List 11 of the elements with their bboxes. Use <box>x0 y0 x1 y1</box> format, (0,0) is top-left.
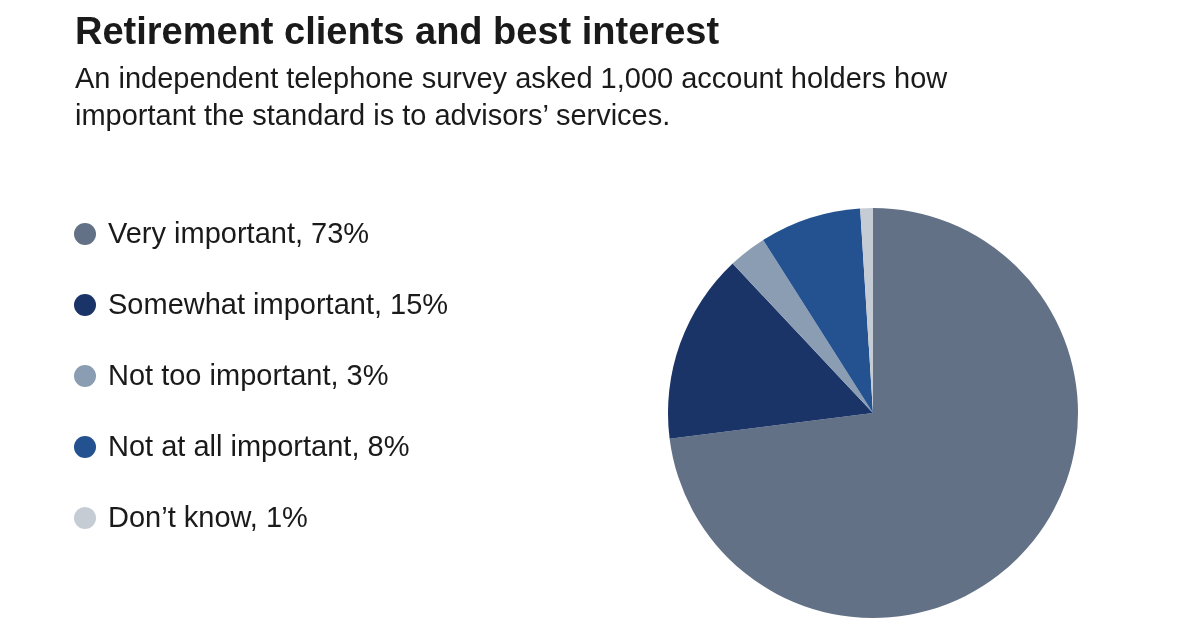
pie-slice <box>763 208 873 413</box>
pie-slice <box>668 263 873 439</box>
legend-label: Don’t know, 1% <box>108 501 308 534</box>
pie-slice <box>732 239 873 413</box>
legend-label: Somewhat important, 15% <box>108 288 449 321</box>
legend-label: Very important, 73% <box>108 217 370 250</box>
chart-title: Retirement clients and best interest <box>75 10 720 53</box>
legend-label: Not too important, 3% <box>108 359 389 392</box>
pie-slice <box>669 208 1078 618</box>
legend-label: Not at all important, 8% <box>108 430 410 463</box>
chart-subtitle: An independent telephone survey asked 1,000 account holders how important the standard is to advisors’ services. <box>75 61 949 133</box>
